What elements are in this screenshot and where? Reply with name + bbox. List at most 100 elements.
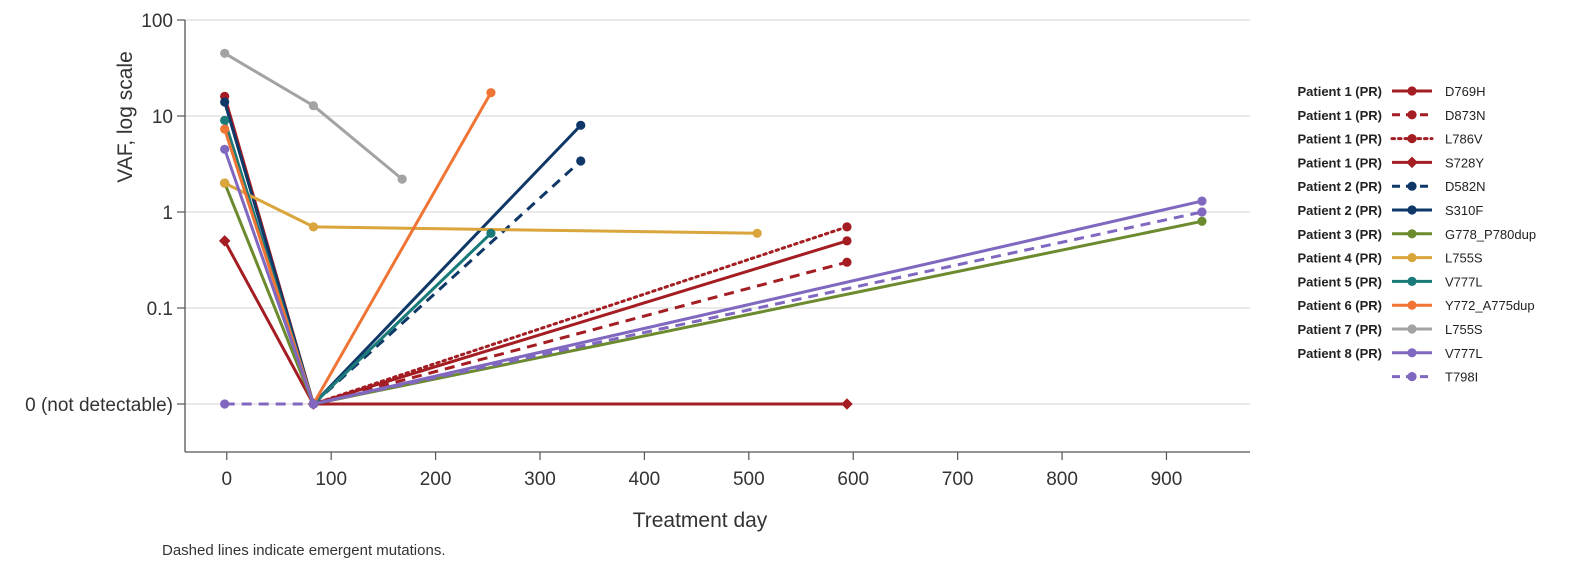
data-point (842, 222, 852, 232)
legend-patient-label: Patient 1 (PR) (1297, 84, 1382, 99)
data-point (1407, 181, 1417, 191)
legend-item: Patient 4 (PR) L755S (1297, 251, 1482, 266)
legend-patient-label: Patient 2 (PR) (1297, 203, 1382, 218)
data-point (220, 399, 230, 409)
data-point (842, 257, 852, 267)
legend-item: Patient 2 (PR) S310F (1297, 203, 1483, 218)
data-point (220, 115, 230, 125)
legend-mutation-label: L786V (1445, 132, 1483, 147)
series-s728y (218, 235, 853, 410)
legend-patient-label: Patient 8 (PR) (1297, 346, 1382, 361)
legend-mutation-label: D582N (1445, 179, 1485, 194)
data-point (1407, 324, 1417, 334)
data-point (220, 124, 230, 134)
y-axis-title: VAF, log scale (114, 51, 137, 183)
legend-item: Patient 1 (PR) L786V (1297, 132, 1482, 147)
y-tick-label: 0 (not detectable) (25, 395, 173, 416)
data-point (220, 48, 230, 58)
legend-patient-label: Patient 1 (PR) (1297, 155, 1382, 170)
x-axis-title: Treatment day (633, 509, 768, 532)
data-point (308, 101, 319, 111)
legend-patient-label: Patient 3 (PR) (1297, 227, 1382, 242)
legend-item: Patient 7 (PR) L755S (1297, 322, 1482, 337)
y-tick-label: 100 (141, 11, 173, 32)
series-line (313, 260, 848, 406)
series-d769h (220, 91, 852, 409)
axes: 100 10 1 0.1 0 (not detectable) 0 100 200 300 400… (25, 11, 1250, 490)
legend-item: Patient 3 (PR) G778_P780dup (1297, 227, 1536, 242)
legend-item: Patient 6 (PR) Y772_A775dup (1297, 298, 1534, 313)
data-point (1407, 300, 1417, 310)
series-d582n (308, 156, 586, 409)
x-tick-label: 500 (733, 469, 765, 490)
data-point (397, 174, 407, 184)
x-tick-label: 300 (524, 469, 556, 490)
legend-patient-label: Patient 5 (PR) (1297, 274, 1382, 289)
legend-item: Patient 1 (PR) D769H (1297, 84, 1485, 99)
data-point (1407, 372, 1417, 382)
y-tick-label: 10 (152, 107, 173, 128)
data-point (1407, 276, 1417, 286)
data-point (220, 178, 230, 188)
legend-patient-label: Patient 7 (PR) (1297, 322, 1382, 337)
footnote: Dashed lines indicate emergent mutations… (162, 542, 446, 559)
legend-item: Patient 1 (PR) S728Y (1297, 155, 1484, 170)
data-point (1407, 205, 1417, 215)
data-point (842, 236, 852, 246)
x-tick-label: 800 (1046, 469, 1078, 490)
legend-patient-label: Patient 4 (PR) (1297, 251, 1382, 266)
legend-mutation-label: V777L (1445, 346, 1483, 361)
series-line (223, 240, 847, 406)
data-point (1197, 196, 1207, 206)
series-s310f (220, 97, 586, 409)
legend-mutation-label: D873N (1445, 108, 1485, 123)
legend-patient-label: Patient 2 (PR) (1297, 179, 1382, 194)
series-line (223, 182, 1203, 406)
data-point (1197, 207, 1207, 217)
data-point (1197, 216, 1207, 226)
data-point (1407, 110, 1417, 120)
legend-mutation-label: L755S (1445, 322, 1483, 337)
data-point (1407, 86, 1417, 96)
data-point (220, 97, 230, 107)
legend-mutation-label: T798I (1445, 370, 1478, 385)
x-tick-label: 600 (837, 469, 869, 490)
data-point (308, 399, 319, 409)
series-t798i (220, 207, 1207, 409)
data-point (1407, 253, 1417, 263)
series-group (218, 48, 1207, 410)
legend-mutation-label: S728Y (1445, 155, 1484, 170)
data-point (308, 222, 319, 232)
legend-patient-label: Patient 1 (PR) (1297, 108, 1382, 123)
data-point (486, 88, 496, 98)
legend-mutation-label: V777L (1445, 274, 1483, 289)
data-point (576, 156, 586, 166)
legend-mutation-label: G778_P780dup (1445, 227, 1536, 242)
data-point (220, 144, 230, 154)
legend-item: Patient 5 (PR) V777L (1297, 274, 1482, 289)
data-point (576, 120, 586, 130)
data-point (752, 228, 762, 238)
legend-patient-label: Patient 6 (PR) (1297, 298, 1382, 313)
legend-item: Patient 2 (PR) D582N (1297, 179, 1485, 194)
x-tick-label: 900 (1151, 469, 1183, 490)
x-tick-label: 100 (315, 469, 347, 490)
data-point (1407, 134, 1417, 144)
data-point (1407, 348, 1417, 358)
series-l755s (220, 48, 407, 184)
x-tick-label: 400 (629, 469, 661, 490)
x-tick-label: 200 (420, 469, 452, 490)
y-tick-label: 0.1 (147, 299, 173, 320)
legend-mutation-label: Y772_A775dup (1445, 298, 1535, 313)
series-line (223, 148, 1203, 406)
data-point (1406, 156, 1418, 169)
data-point (1407, 229, 1417, 239)
series-line (312, 159, 582, 406)
series-line (224, 181, 758, 235)
data-point (486, 228, 496, 238)
x-tick-label: 0 (221, 469, 232, 490)
data-point (841, 398, 853, 410)
y-tick-label: 1 (162, 203, 173, 224)
